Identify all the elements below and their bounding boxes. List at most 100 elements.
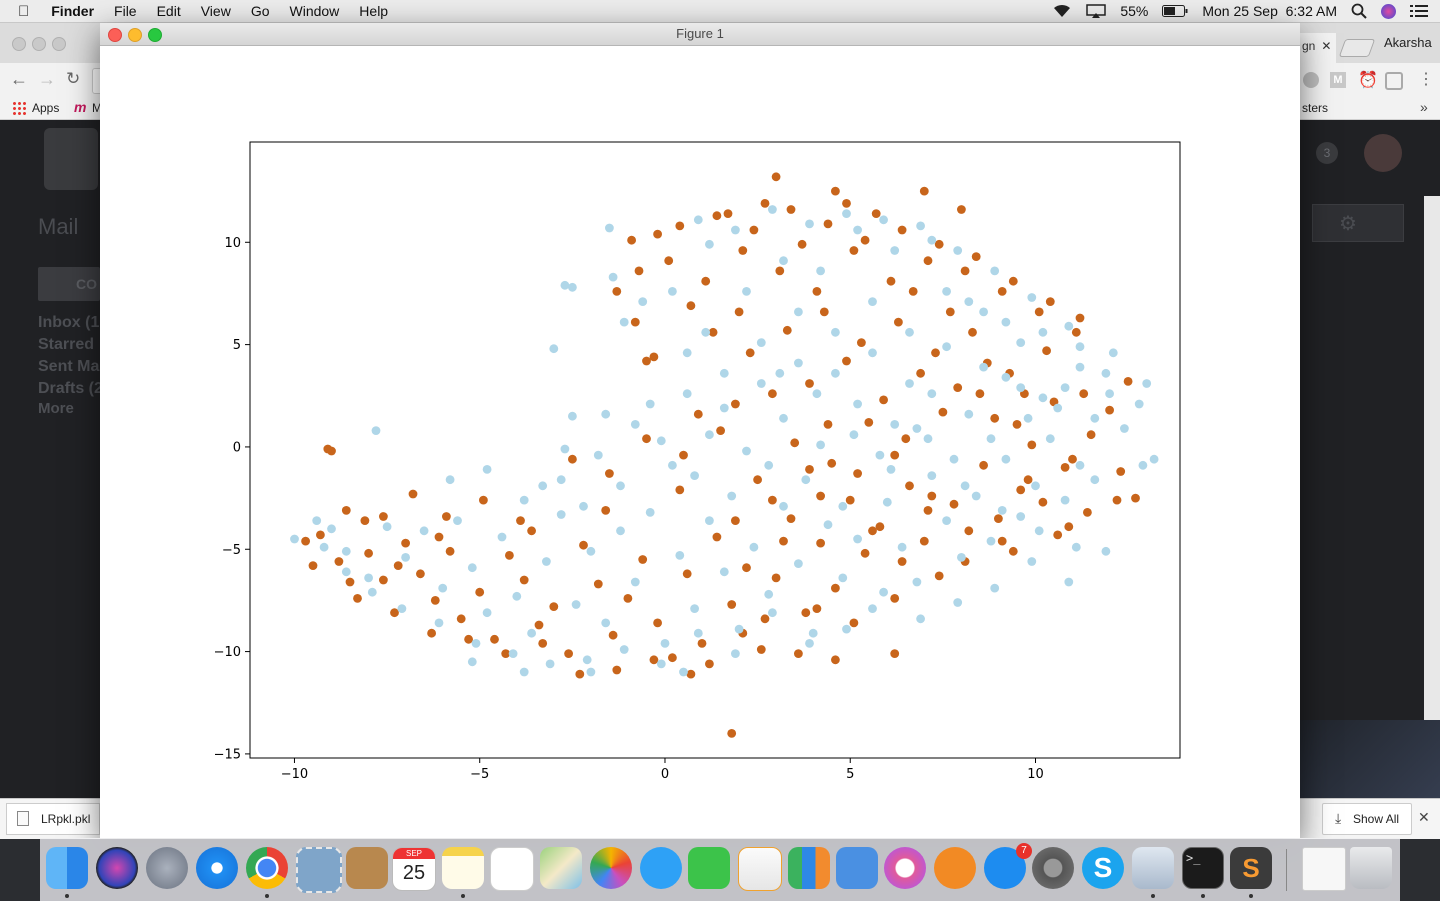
gmail-app-switcher[interactable]: Mail (38, 214, 79, 239)
menu-file[interactable]: File (102, 3, 137, 19)
apple-menu-icon[interactable]:  (18, 3, 29, 20)
scatter-point (749, 225, 759, 235)
dock-separator (1286, 849, 1287, 891)
download-item[interactable]: LRpkl.pkl (6, 803, 100, 835)
chrome-tab-partial[interactable]: gn ✕ (1300, 33, 1336, 63)
maps-icon[interactable] (540, 847, 582, 889)
extension-icon-1[interactable] (1303, 72, 1319, 88)
chrome-new-tab-button[interactable] (1338, 39, 1376, 57)
download-bar-close-icon[interactable]: ✕ (1418, 809, 1430, 825)
chrome-dock-icon[interactable] (246, 847, 288, 889)
menu-go[interactable]: Go (239, 3, 270, 19)
forward-arrow-icon[interactable]: → (38, 69, 56, 89)
scatter-point (682, 569, 692, 579)
bookmark-m[interactable]: M (92, 101, 102, 115)
scatter-point (675, 551, 685, 560)
scatter-point (879, 587, 888, 597)
scatter-point (686, 301, 696, 311)
apps-grid-icon[interactable] (12, 101, 26, 115)
airplay-icon[interactable] (1086, 4, 1107, 18)
wifi-icon[interactable] (1052, 4, 1072, 18)
extension-box-icon[interactable] (1385, 72, 1403, 90)
nav-inbox[interactable]: Inbox (1 (38, 314, 100, 331)
system-preferences-icon[interactable] (1032, 847, 1074, 889)
app-store-icon[interactable]: 7 (984, 843, 1032, 889)
chrome-profile-name[interactable]: Akarsha (1384, 35, 1432, 50)
siri-icon[interactable] (1381, 3, 1396, 19)
clock[interactable]: Mon 25 Sep 6:32 AM (1202, 3, 1337, 19)
nav-more[interactable]: More (38, 400, 74, 417)
y-tick-label: −15 (214, 747, 241, 762)
numbers-icon[interactable] (788, 847, 830, 889)
menu-help[interactable]: Help (348, 3, 388, 19)
scatter-point (849, 618, 859, 628)
launchpad-icon[interactable] (146, 847, 188, 889)
bookmark-apps[interactable]: Apps (32, 101, 60, 115)
chrome-menu-icon[interactable]: ⋮ (1418, 71, 1434, 88)
scatter-point (1016, 338, 1026, 347)
figure-minimize-button[interactable] (128, 28, 142, 42)
scatter-point (860, 235, 870, 245)
nav-sent[interactable]: Sent Ma (38, 358, 100, 375)
extension-alarm-icon[interactable]: ⏰ (1358, 72, 1378, 89)
bookmark-sters[interactable]: sters (1302, 101, 1329, 115)
siri-dock-icon[interactable] (96, 847, 138, 889)
terminal-icon[interactable]: >_ (1182, 847, 1224, 889)
menu-app-name[interactable]: Finder (40, 3, 94, 19)
axes-frame (249, 141, 1181, 759)
photos-icon[interactable] (590, 847, 632, 889)
safari-icon[interactable] (196, 847, 238, 889)
mail-stamp-icon[interactable] (296, 847, 342, 893)
notification-center-icon[interactable] (1410, 4, 1428, 18)
preview-icon[interactable] (1132, 847, 1174, 889)
facetime-icon[interactable] (688, 847, 730, 889)
chrome-zoom-button[interactable] (52, 37, 66, 51)
documents-stack-icon[interactable] (1302, 847, 1346, 891)
back-arrow-icon[interactable]: ← (10, 69, 28, 89)
itunes-icon[interactable] (884, 847, 926, 889)
keynote-icon[interactable] (836, 847, 878, 889)
scrollbar[interactable] (1424, 196, 1440, 720)
reminders-icon[interactable] (490, 847, 534, 891)
menu-edit[interactable]: Edit (145, 3, 181, 19)
contacts-icon[interactable] (346, 847, 388, 889)
notification-badge[interactable]: 3 (1316, 142, 1338, 164)
ibooks-icon[interactable] (934, 847, 976, 889)
scatter-plot[interactable]: −10 −5 0 5 10 −15 −10 −5 0 5 10 (100, 45, 1300, 838)
menu-view[interactable]: View (189, 3, 231, 19)
account-avatar[interactable] (1364, 134, 1402, 172)
chrome-close-button[interactable] (12, 37, 26, 51)
calendar-icon[interactable]: SEP 25 (392, 847, 436, 891)
x-tick-label: −10 (281, 767, 308, 782)
battery-icon[interactable] (1162, 5, 1188, 17)
figure-close-button[interactable] (108, 28, 122, 42)
show-all-button[interactable]: ⤓ Show All (1322, 803, 1412, 835)
sublime-text-icon[interactable]: S (1230, 847, 1272, 889)
nav-starred[interactable]: Starred (38, 336, 95, 353)
scatter-point (723, 209, 733, 219)
messages-icon[interactable] (640, 847, 682, 889)
finder-icon[interactable] (46, 847, 88, 889)
extension-m-icon[interactable]: M (1330, 72, 1346, 88)
bookmark-m-icon[interactable]: m (74, 99, 87, 115)
compose-button[interactable]: CO (38, 267, 100, 301)
skype-icon[interactable]: S (1082, 847, 1124, 889)
scatter-point (579, 540, 588, 550)
figure-titlebar[interactable]: Figure 1 (100, 23, 1300, 46)
scatter-point (986, 434, 996, 444)
figure-zoom-button[interactable] (148, 28, 162, 42)
scatter-point (382, 522, 392, 532)
tab-close-icon[interactable]: ✕ (1321, 39, 1332, 53)
menu-window[interactable]: Window (278, 3, 340, 19)
nav-drafts[interactable]: Drafts (2 (38, 380, 103, 397)
bookmarks-overflow-icon[interactable]: » (1420, 99, 1428, 115)
trash-icon[interactable] (1350, 847, 1392, 889)
notes-icon[interactable] (442, 847, 484, 889)
scatter-point (638, 297, 648, 306)
pages-icon[interactable] (738, 847, 782, 891)
chrome-minimize-button[interactable] (32, 37, 46, 51)
settings-button[interactable]: ⚙ (1312, 204, 1404, 242)
spotlight-search-icon[interactable] (1351, 3, 1367, 19)
reload-icon[interactable]: ↻ (66, 69, 81, 88)
scatter-point (986, 536, 996, 546)
